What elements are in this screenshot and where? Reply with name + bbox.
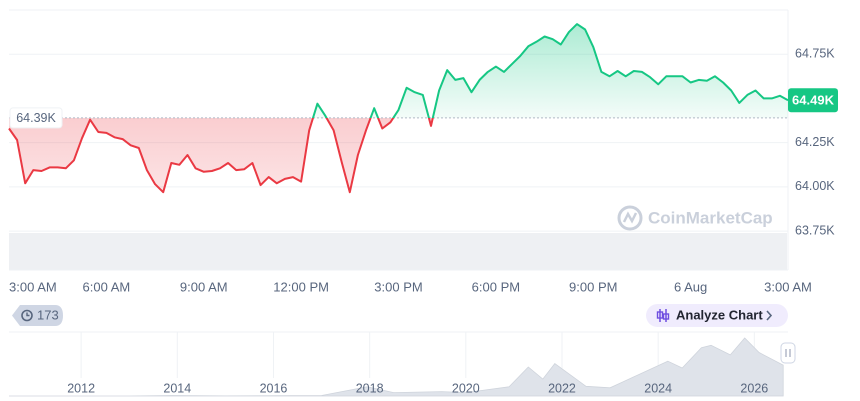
y-tick-label: 63.75K: [795, 223, 835, 237]
y-tick-label: 64.25K: [795, 135, 835, 149]
x-tick-label: 6:00 AM: [83, 279, 131, 294]
history-badge[interactable]: 173: [12, 305, 63, 326]
price-line: [8, 23, 789, 194]
navigator-handle[interactable]: [780, 342, 796, 364]
baseline-label: 64.39K: [16, 111, 56, 125]
navigator-year-label: 2020: [452, 381, 480, 395]
badge-count: 173: [37, 307, 59, 322]
current-price-label: 64.49K: [792, 93, 835, 108]
watermark-text: CoinMarketCap: [648, 208, 773, 227]
handle-grip: [785, 349, 791, 357]
x-tick-label: 3:00 AM: [9, 279, 57, 294]
navigator-year-label: 2026: [740, 381, 768, 395]
baseline-label-box: [9, 107, 63, 129]
navigator-year-label: 2018: [356, 381, 384, 395]
x-tick-label: 6:00 PM: [472, 279, 520, 294]
y-tick-label: 64.75K: [795, 47, 835, 61]
volume-strip: [9, 233, 787, 270]
navigator-year-label: 2012: [67, 381, 95, 395]
x-tick-label: 3:00 AM: [764, 279, 812, 294]
x-tick-label: 9:00 AM: [180, 279, 228, 294]
navigator-year-label: 2022: [548, 381, 576, 395]
area-fill: [9, 24, 788, 193]
watermark: CoinMarketCap: [617, 205, 773, 231]
y-tick-label: 64.00K: [795, 179, 835, 193]
button-label: Analyze Chart: [676, 307, 763, 322]
navigator-year-label: 2014: [163, 381, 191, 395]
navigator-area: [9, 337, 784, 397]
navigator-year-label: 2016: [260, 381, 288, 395]
current-price-box: [788, 88, 838, 113]
navigator-year-label: 2024: [644, 381, 672, 395]
x-tick-label: 6 Aug: [674, 279, 707, 294]
x-tick-label: 12:00 PM: [273, 279, 329, 294]
handle-body: [780, 342, 796, 364]
analyze-chart-button[interactable]: Analyze Chart: [646, 304, 788, 327]
x-tick-label: 9:00 PM: [569, 279, 617, 294]
x-tick-label: 3:00 PM: [374, 279, 422, 294]
